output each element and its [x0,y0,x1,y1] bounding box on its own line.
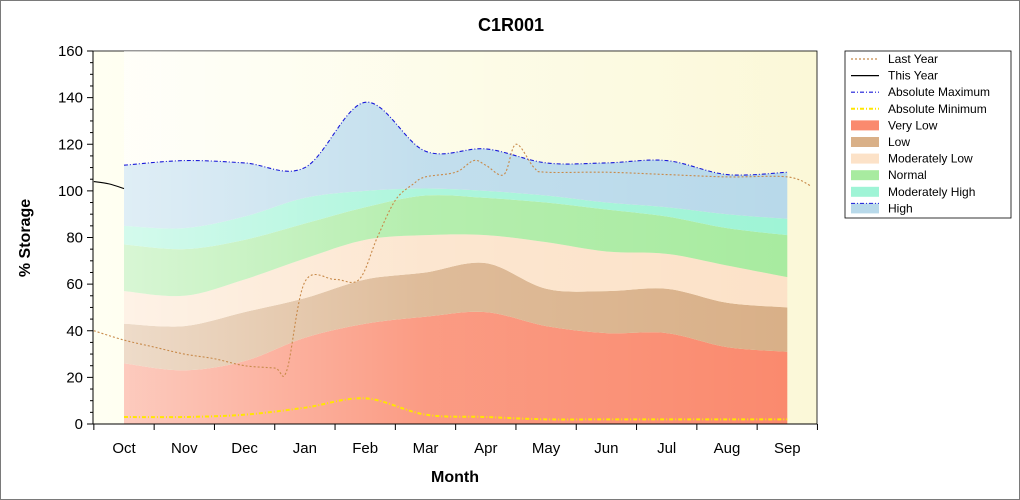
legend-marker-moderately-low [851,153,879,164]
x-tick-label: Jul [657,440,676,457]
x-tick-label: Dec [231,440,258,457]
legend-label-very-low: Very Low [888,118,938,132]
legend-marker-low [851,137,879,147]
legend-marker-high [851,203,879,214]
y-tick-label: 160 [58,43,83,60]
legend-label-moderately-low: Moderately Low [888,152,973,166]
y-tick-label: 60 [66,276,83,293]
y-tick-label: 140 [58,90,83,107]
y-tick-label: 120 [58,136,83,153]
band-fade-overlay [124,51,788,424]
series-absolute-maximum [123,101,788,176]
x-tick-label: Sep [774,440,801,457]
series-this-year [93,181,125,190]
legend-marker-moderately-high [851,186,879,197]
legend-label-absolute-minimum: Absolute Minimum [888,102,987,116]
legend-label-low: Low [888,135,910,149]
axes-layer: 0 20 40 60 80 100 120 140 160 Oct Nov Dec Jan Feb Mar A… [58,43,818,457]
y-tick-label: 40 [66,323,83,340]
y-tick-label: 100 [58,183,83,200]
x-tick-label: Nov [171,440,198,457]
legend-label-last-year: Last Year [888,52,938,66]
series-absolute-minimum [123,397,788,421]
x-tick-label: Mar [413,440,439,457]
legend-marker-normal [851,170,879,181]
y-tick-label: 80 [66,230,83,247]
x-tick-label: Oct [112,440,136,457]
y-tick-label: 20 [66,369,83,386]
y-tick-label: 0 [75,416,83,433]
x-tick-label: Jun [594,440,618,457]
x-tick-label: Feb [352,440,378,457]
x-tick-label: Aug [714,440,741,457]
legend: Last Year This Year Absolute Maximum Absolu… [844,50,1012,219]
x-axis-label: Month [431,469,479,486]
legend-marker-very-low [851,120,879,131]
chart-title: C1R001 [478,15,544,35]
legend-label-high: High [888,201,913,215]
x-tick-label: Apr [474,440,497,457]
series-layer [93,101,812,421]
y-axis-label: % Storage [17,199,34,277]
legend-label-moderately-high: Moderately High [888,185,975,199]
legend-label-absolute-maximum: Absolute Maximum [888,85,990,99]
x-tick-label: May [532,440,561,457]
x-tick-label: Jan [293,440,317,457]
legend-label-normal: Normal [888,168,927,182]
legend-label-this-year: This Year [888,69,938,83]
